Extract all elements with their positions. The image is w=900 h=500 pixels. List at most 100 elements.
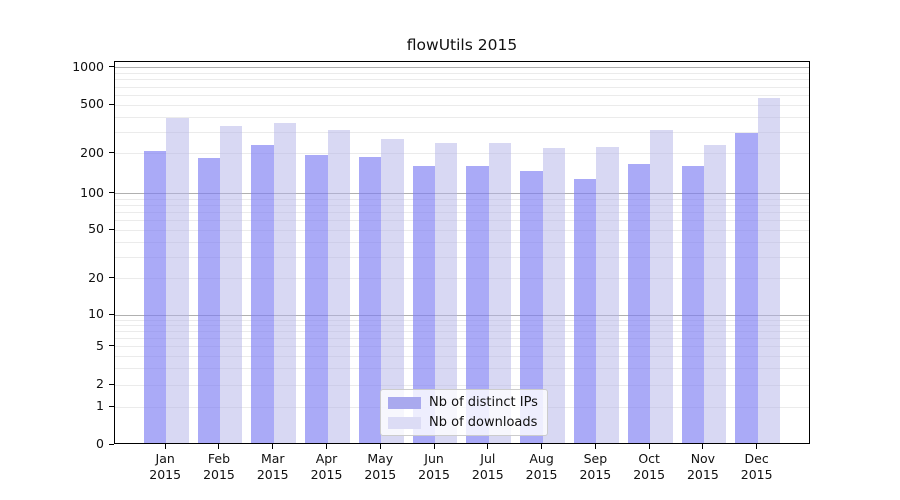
x-tick-mark: [487, 444, 489, 449]
x-tick-text: Feb: [207, 451, 231, 466]
x-tick-text: 2015: [579, 467, 612, 482]
gridline: [115, 94, 809, 96]
bar-jan-downloads: [166, 118, 189, 443]
x-tick-text: 2015: [418, 467, 450, 482]
bar-aug-downloads: [542, 148, 565, 443]
bar-feb-downloads: [219, 125, 243, 443]
x-tick-label-jan: Jan 2015: [137, 451, 193, 483]
bar-sep-downloads: [596, 146, 619, 443]
x-tick-mark: [541, 444, 543, 449]
x-tick-text: May: [367, 451, 394, 466]
x-tick-label-jun: Jun 2015: [406, 451, 462, 483]
bar-nov-distinct-ips: [681, 165, 704, 443]
x-tick-text: 2015: [203, 467, 235, 482]
legend-label-distinct-ips: Nb of distinct IPs: [429, 395, 538, 410]
gridline: [115, 324, 809, 326]
bar-nov-downloads: [703, 145, 727, 443]
y-tick-label: 10: [88, 306, 104, 322]
x-tick-text: 2015: [633, 467, 666, 482]
x-tick-label-apr: Apr 2015: [299, 451, 355, 483]
gridline: [115, 346, 809, 348]
x-tick-text: Nov: [690, 451, 716, 466]
x-tick-text: Jun: [424, 451, 444, 466]
y-tick-mark: [109, 383, 114, 385]
gridline: [115, 330, 809, 332]
gridline: [115, 229, 809, 231]
gridline: [115, 79, 809, 81]
gridline: [115, 355, 809, 357]
y-tick-mark: [109, 66, 114, 68]
bar-mar-distinct-ips: [251, 145, 274, 443]
bar-sep-distinct-ips: [573, 179, 597, 443]
legend: Nb of distinct IPs Nb of downloads: [380, 389, 548, 436]
gridline: [115, 67, 809, 69]
bar-mar-downloads: [273, 122, 297, 443]
bar-dec-distinct-ips: [735, 133, 758, 443]
y-tick-mark: [109, 405, 114, 407]
x-tick-label-feb: Feb 2015: [191, 451, 247, 483]
gridline: [115, 384, 809, 386]
x-tick-text: Jan: [155, 451, 175, 466]
x-tick-text: Apr: [315, 451, 338, 466]
y-tick-mark: [109, 443, 114, 445]
x-tick-mark: [594, 444, 596, 449]
y-tick-mark: [109, 228, 114, 230]
x-tick-label-nov: Nov 2015: [675, 451, 731, 483]
gridline: [115, 72, 809, 74]
gridline: [115, 193, 809, 195]
gridline: [115, 319, 809, 321]
x-tick-mark: [164, 444, 166, 449]
bar-oct-downloads: [650, 130, 673, 443]
gridline: [115, 256, 809, 258]
legend-item-distinct-ips: Nb of distinct IPs: [388, 395, 538, 410]
x-tick-mark: [702, 444, 704, 449]
y-tick-label: 1000: [72, 58, 104, 74]
bar-apr-downloads: [327, 130, 350, 443]
bar-jul-distinct-ips: [466, 166, 489, 443]
y-tick-label: 2: [96, 376, 104, 392]
gridline: [115, 198, 809, 200]
x-tick-label-oct: Oct 2015: [621, 451, 677, 483]
x-tick-text: 2015: [740, 467, 773, 482]
gridline: [115, 104, 809, 106]
y-tick-mark: [109, 192, 114, 194]
x-tick-text: Aug: [529, 451, 554, 466]
x-tick-mark: [379, 444, 381, 449]
gridline: [115, 367, 809, 369]
bar-jul-downloads: [488, 142, 512, 443]
bar-jun-downloads: [435, 142, 458, 443]
gridline: [115, 212, 809, 214]
x-tick-mark: [326, 444, 327, 449]
bar-may-downloads: [381, 138, 404, 443]
legend-swatch-distinct-ips: [388, 396, 421, 409]
x-tick-label-dec: Dec 2015: [729, 451, 785, 483]
y-tick-label: 0: [96, 436, 104, 452]
gridline: [115, 86, 809, 88]
y-tick-mark: [109, 103, 114, 105]
bar-apr-distinct-ips: [305, 155, 328, 443]
x-tick-text: 2015: [310, 467, 343, 482]
x-tick-text: Jul: [480, 451, 496, 466]
x-tick-label-sep: Sep 2015: [567, 451, 623, 483]
bar-may-distinct-ips: [358, 157, 382, 443]
y-tick-mark: [109, 313, 114, 315]
legend-swatch-downloads: [388, 416, 421, 429]
plot-area: [114, 61, 810, 444]
y-tick-label: 500: [80, 96, 104, 112]
gridline: [115, 241, 809, 243]
bar-jun-distinct-ips: [412, 165, 436, 443]
gridline: [115, 278, 809, 280]
x-tick-text: 2015: [149, 467, 182, 482]
x-tick-mark: [648, 444, 650, 449]
x-tick-mark: [272, 444, 274, 449]
y-tick-mark: [109, 152, 114, 154]
x-tick-mark: [756, 444, 758, 449]
x-tick-label-may: May 2015: [352, 451, 408, 483]
x-tick-label-jul: Jul 2015: [460, 451, 516, 483]
x-tick-text: 2015: [364, 467, 397, 482]
y-tick-label: 200: [80, 144, 104, 160]
legend-item-downloads: Nb of downloads: [388, 415, 538, 430]
x-tick-text: 2015: [471, 467, 504, 482]
chart-title: flowUtils 2015: [406, 36, 518, 54]
